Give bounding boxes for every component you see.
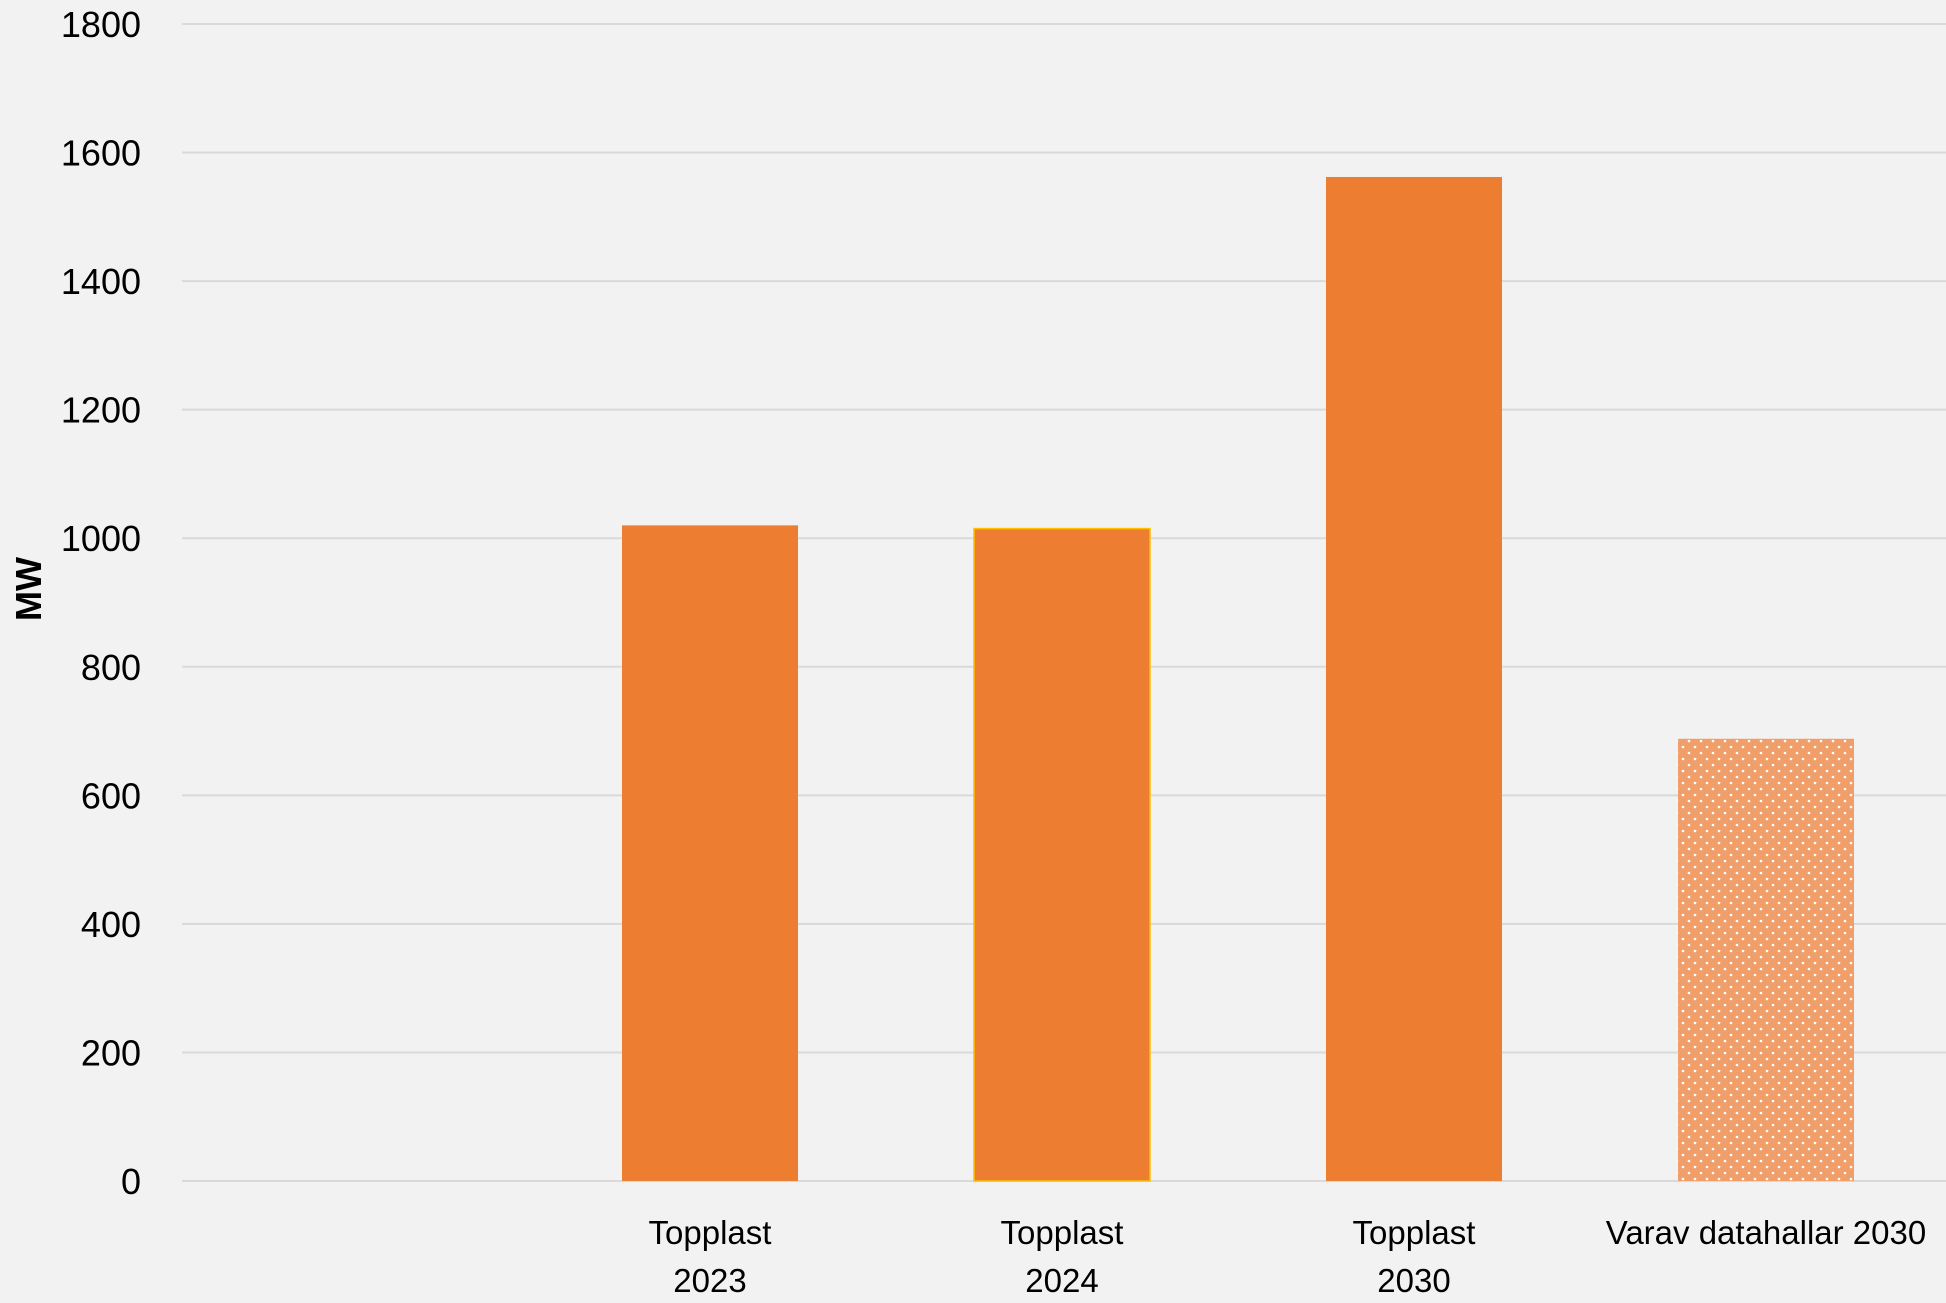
bar-topplast-2030 (1326, 176, 1502, 1182)
x-axis-tick-labels: Topplast 2023 Topplast 2024 Topplast 2030 Vara… (649, 1214, 1927, 1299)
y-tick-label: 1600 (61, 133, 141, 174)
bar-topplast-2023 (622, 525, 798, 1181)
x-tick-label: Topplast 2023 (649, 1214, 772, 1298)
y-axis-label: MW (8, 557, 49, 621)
x-tick-label: Topplast 2030 (1353, 1214, 1476, 1298)
y-tick-label: 0 (121, 1161, 141, 1202)
y-tick-label: 1400 (61, 261, 141, 302)
y-tick-label: 600 (81, 775, 141, 816)
y-tick-label: 1200 (61, 390, 141, 431)
x-tick-label: Varav datahallar 2030 (1606, 1214, 1926, 1251)
bar-topplast-2024 (973, 527, 1151, 1182)
y-tick-label: 800 (81, 647, 141, 688)
y-tick-label: 1000 (61, 518, 141, 559)
y-tick-label: 200 (81, 1032, 141, 1073)
x-tick-label: Topplast 2024 (1001, 1214, 1124, 1298)
bars (622, 176, 1854, 1182)
bar-varav-datahallar-2030 (1678, 738, 1854, 1181)
y-axis-tick-labels: 0 200 400 600 800 1000 1200 1400 1600 1800 (61, 4, 141, 1202)
y-tick-label: 1800 (61, 4, 141, 45)
y-tick-label: 400 (81, 904, 141, 945)
